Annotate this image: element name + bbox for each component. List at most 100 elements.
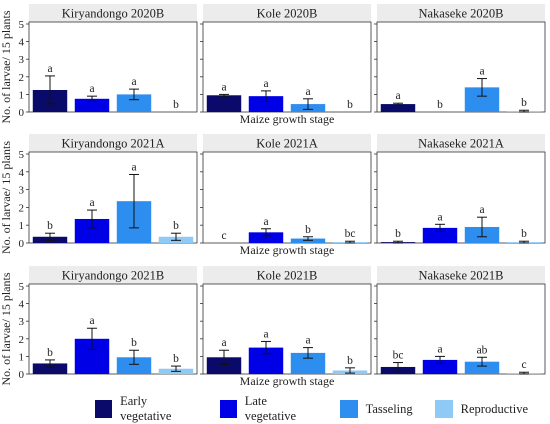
significance-letter: a xyxy=(437,343,442,355)
significance-letter: a xyxy=(305,86,310,98)
bar xyxy=(290,352,326,374)
significance-letter: a xyxy=(131,161,136,173)
y-tick-label: 2 xyxy=(19,202,25,214)
y-tick-label: 5 xyxy=(19,19,25,31)
panel-frame xyxy=(376,283,546,375)
legend-label: Early vegetative xyxy=(120,394,172,423)
significance-letter: b xyxy=(347,99,353,111)
significance-letter: a xyxy=(89,83,94,95)
y-tick-label: 2 xyxy=(19,72,25,84)
significance-letter: a xyxy=(479,66,484,78)
significance-letter: a xyxy=(221,337,226,349)
significance-letter: a xyxy=(263,328,268,340)
significance-letter: ab xyxy=(477,344,488,356)
y-axis-label: No. of larvae/ 15 plants xyxy=(0,141,13,254)
significance-letter: a xyxy=(263,78,268,90)
y-tick-label: 4 xyxy=(19,167,25,179)
legend-label: Late vegetative xyxy=(244,394,297,423)
significance-letter: a xyxy=(131,76,136,88)
y-tick-label: 0 xyxy=(19,369,25,381)
legend-label: Reproductive xyxy=(460,401,528,416)
significance-letter: a xyxy=(89,315,94,327)
y-tick-label: 3 xyxy=(19,54,25,66)
significance-letter: b xyxy=(347,355,353,367)
significance-letter: a xyxy=(47,63,52,75)
significance-letter: a xyxy=(89,197,94,209)
panel-title: Kiryandongo 2021B xyxy=(62,269,164,283)
significance-letter: b xyxy=(47,347,53,359)
significance-letter: a xyxy=(305,335,310,347)
panel-title: Nakaseke 2020B xyxy=(418,7,503,21)
legend-swatch-reproductive xyxy=(434,400,453,418)
y-tick-label: 0 xyxy=(19,238,25,250)
bar xyxy=(248,96,284,112)
panel-frame xyxy=(28,283,198,375)
bar xyxy=(422,359,458,374)
panel-strip xyxy=(29,4,197,22)
x-axis-label: Maize growth stage xyxy=(240,243,335,257)
legend-swatch-early-vegetative xyxy=(95,400,113,418)
panel-frame xyxy=(28,151,198,244)
significance-letter: b xyxy=(437,99,443,111)
legend-label: Tasseling xyxy=(365,401,413,416)
legend-item-early-vegetative: Early vegetative xyxy=(95,394,198,424)
bar xyxy=(116,94,152,112)
panel-strip xyxy=(203,134,371,152)
legend-item-reproductive: Reproductive xyxy=(434,400,528,418)
y-tick-label: 0 xyxy=(19,107,25,119)
significance-letter: b xyxy=(521,97,527,109)
panel-strip xyxy=(377,266,545,284)
legend: Early vegetative Late vegetative Tasseli… xyxy=(95,394,550,423)
y-tick-label: 1 xyxy=(19,220,25,232)
y-axis-label: No. of larvae/ 15 plants xyxy=(0,10,13,123)
bar xyxy=(116,357,152,374)
bar xyxy=(248,232,284,243)
panel-title: Kiryandongo 2021A xyxy=(61,137,164,151)
significance-letter: b xyxy=(173,99,179,111)
significance-letter: c xyxy=(521,359,526,371)
significance-letter: a xyxy=(479,204,484,216)
panel-frame xyxy=(202,151,372,244)
panel-frame xyxy=(376,21,546,113)
panel-strip xyxy=(203,4,371,22)
x-axis-label: Maize growth stage xyxy=(240,112,335,126)
significance-letter: b xyxy=(173,220,179,232)
significance-letter: c xyxy=(221,230,226,242)
bar xyxy=(32,363,68,374)
y-tick-label: 3 xyxy=(19,185,25,197)
panel-title: Kole 2021A xyxy=(256,137,317,151)
significance-letter: a xyxy=(221,81,226,93)
significance-letter: b xyxy=(47,220,53,232)
bar xyxy=(206,357,242,374)
panel-strip xyxy=(203,266,371,284)
panel-strip xyxy=(29,134,197,152)
legend-item-late-vegetative: Late vegetative xyxy=(219,394,318,424)
x-axis-label: Maize growth stage xyxy=(240,374,335,388)
panel-title: Kole 2020B xyxy=(257,7,318,21)
panel-title: Kole 2021B xyxy=(257,269,318,283)
legend-swatch-tasseling xyxy=(339,400,358,418)
significance-letter: bc xyxy=(345,228,356,240)
panel-strip xyxy=(29,266,197,284)
significance-letter: b xyxy=(173,353,179,365)
bar xyxy=(422,227,458,243)
bar xyxy=(206,95,242,112)
y-tick-label: 1 xyxy=(19,89,25,101)
y-tick-label: 4 xyxy=(19,299,25,311)
legend-item-tasseling: Tasseling xyxy=(339,400,413,418)
panel-title: Nakaseke 2021B xyxy=(418,269,503,283)
panel-strip xyxy=(377,134,545,152)
legend-swatch-late-vegetative xyxy=(219,400,237,418)
significance-letter: b xyxy=(131,337,137,349)
panel-title: Nakaseke 2021A xyxy=(418,137,504,151)
panel-frame xyxy=(376,151,546,244)
significance-letter: b xyxy=(305,224,311,236)
significance-letter: a xyxy=(263,216,268,228)
bar xyxy=(380,104,416,112)
bar xyxy=(464,361,500,374)
y-tick-label: 4 xyxy=(19,37,25,49)
panel-title: Kiryandongo 2020B xyxy=(62,7,164,21)
y-tick-label: 3 xyxy=(19,316,25,328)
significance-letter: b xyxy=(521,228,527,240)
y-tick-label: 5 xyxy=(19,281,25,293)
